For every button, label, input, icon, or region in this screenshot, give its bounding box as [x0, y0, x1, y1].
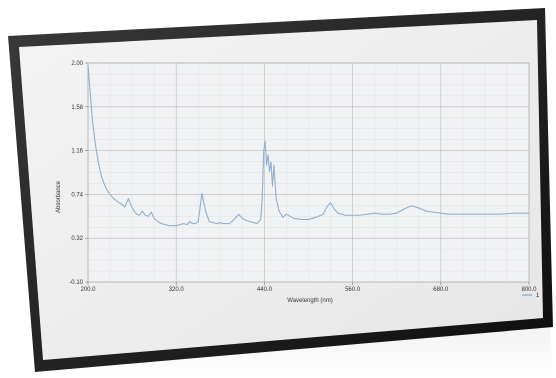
- x-tick-label: 200.0: [80, 287, 96, 293]
- y-tick-label: 1.58: [71, 105, 83, 111]
- y-tick-label: 0.74: [71, 192, 83, 198]
- y-tick-label: 0.32: [71, 236, 83, 242]
- series-line-1: [87, 65, 529, 227]
- x-axis: 200.0 320.0 440.0 560.0 680.0 800.0: [80, 282, 537, 293]
- x-tick-label: 440.0: [257, 287, 273, 293]
- x-tick-label: 560.0: [345, 287, 361, 293]
- x-axis-label: Wavelength (nm): [287, 298, 332, 304]
- grid: [87, 62, 530, 283]
- y-tick-label: -0.10: [69, 280, 83, 286]
- x-tick-label: 800.0: [521, 287, 537, 293]
- legend: 1: [522, 293, 540, 299]
- y-tick-label: 2.00: [71, 61, 83, 67]
- x-tick-label: 320.0: [169, 287, 185, 293]
- y-axis: -0.10 0.32 0.74 1.16 1.58 2.00: [69, 61, 88, 286]
- y-axis-label: Absorbance: [56, 180, 62, 213]
- x-tick-label: 680.0: [433, 287, 449, 293]
- frame-reflection: [40, 325, 553, 378]
- legend-entry-1: 1: [536, 293, 540, 299]
- y-tick-label: 1.16: [71, 149, 83, 155]
